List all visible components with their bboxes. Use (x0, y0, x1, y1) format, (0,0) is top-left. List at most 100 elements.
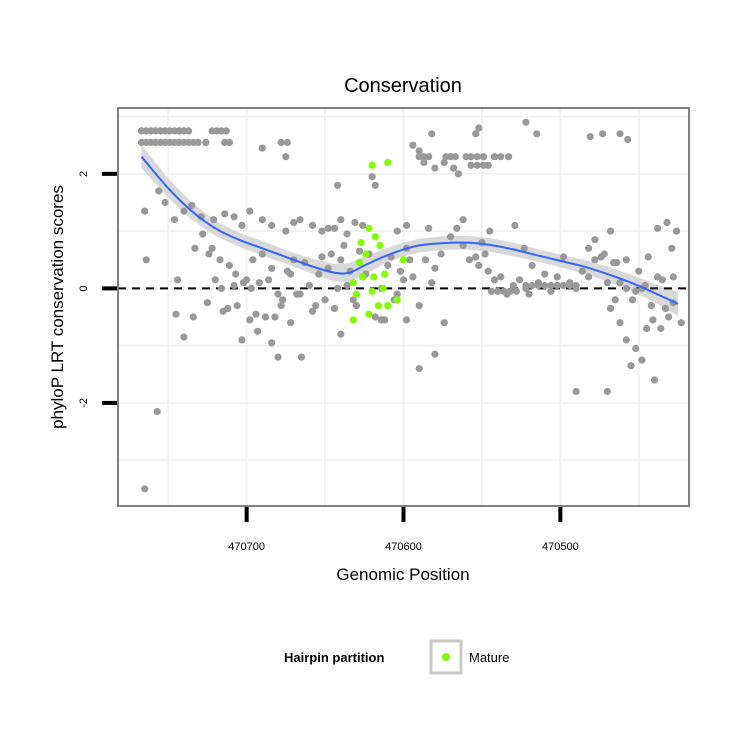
point (216, 256, 224, 264)
point (308, 307, 317, 315)
point (586, 133, 594, 141)
smooth-curve (140, 156, 679, 305)
point (297, 353, 306, 361)
point (371, 181, 379, 189)
point (559, 281, 568, 290)
point (453, 224, 461, 232)
point (321, 296, 329, 304)
point-mature (368, 287, 376, 295)
point (440, 319, 448, 327)
point (475, 124, 483, 132)
point (472, 130, 480, 138)
point (475, 261, 483, 270)
point (559, 253, 568, 261)
point (261, 313, 270, 321)
point (194, 138, 202, 146)
point (268, 264, 276, 272)
point (202, 138, 210, 146)
point (616, 319, 624, 327)
point (487, 287, 495, 295)
point (622, 284, 630, 292)
point-mature (384, 302, 392, 310)
point (172, 310, 180, 318)
smooth-line (140, 156, 679, 305)
point (343, 281, 351, 290)
point (591, 236, 599, 244)
legend: Hairpin partition Mature (284, 639, 509, 675)
point (603, 387, 612, 396)
point (277, 138, 285, 146)
x-tick-label: 470500 (542, 541, 579, 553)
point (572, 387, 580, 396)
point (315, 270, 323, 278)
data-points (137, 118, 685, 493)
x-tick-label: 470700 (228, 541, 265, 553)
point (607, 304, 615, 312)
point (349, 296, 357, 304)
point (528, 281, 536, 290)
point (271, 313, 279, 321)
point (155, 187, 163, 195)
point (279, 296, 287, 304)
point (318, 227, 326, 235)
point (219, 307, 227, 315)
point (638, 356, 646, 364)
point (566, 281, 574, 290)
point (254, 327, 262, 335)
point (481, 250, 489, 258)
point (668, 244, 676, 252)
point (437, 250, 445, 258)
point (547, 287, 555, 295)
point (343, 230, 351, 238)
point (274, 353, 282, 361)
point (553, 281, 561, 290)
point (352, 302, 360, 310)
point (249, 256, 257, 264)
point (403, 316, 411, 324)
point (522, 118, 530, 126)
y-axis: -2 0 2 (78, 171, 117, 408)
point (500, 287, 508, 295)
point (337, 216, 345, 224)
point (252, 310, 260, 318)
legend-title: Hairpin partition (284, 650, 384, 665)
point (283, 138, 291, 146)
point (497, 153, 505, 161)
point (282, 227, 290, 235)
point (337, 330, 345, 338)
point (425, 224, 433, 232)
point (472, 253, 480, 261)
point (141, 207, 149, 215)
point (221, 210, 229, 218)
point (324, 224, 332, 232)
point (238, 221, 246, 229)
x-axis: 470700 470600 470500 (228, 507, 579, 553)
plot-panel (117, 107, 690, 507)
point-mature (376, 241, 384, 249)
point (312, 302, 320, 310)
point (428, 279, 436, 287)
point (622, 256, 630, 264)
point (287, 319, 295, 327)
point (274, 290, 282, 298)
point-mature (399, 256, 408, 264)
point (522, 281, 530, 290)
point (553, 273, 561, 281)
point (282, 153, 290, 161)
point (649, 316, 657, 324)
point (415, 365, 423, 373)
point (459, 241, 467, 249)
point (506, 287, 514, 295)
point-mature (359, 273, 367, 281)
point (628, 296, 637, 304)
point (447, 233, 455, 241)
point (486, 227, 494, 235)
point-mature (362, 250, 370, 258)
point (465, 256, 473, 264)
point (189, 313, 197, 321)
point (505, 153, 513, 161)
point (197, 213, 205, 221)
point (632, 287, 640, 295)
point (265, 276, 273, 284)
